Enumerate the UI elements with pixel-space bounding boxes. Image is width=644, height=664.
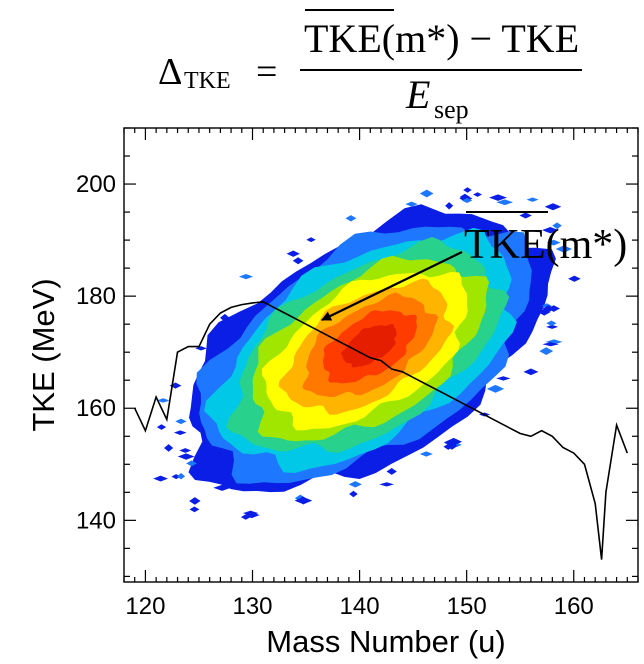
outlier-cell [195,346,207,351]
annotation-label: TKE(m*) [464,222,627,268]
formula-denominator-subscript: sep [434,95,469,124]
outlier-cell [349,490,358,498]
formula-lhs-subscript: TKE [184,68,231,94]
outlier-cell [294,497,313,505]
outlier-cell [345,215,357,222]
outlier-cells [153,187,581,520]
density-contour-level-10 [341,324,397,368]
outlier-cell [539,347,554,356]
outlier-cell [547,305,560,312]
mean-tke-curve [133,300,629,560]
outlier-cell [459,195,473,202]
outlier-cell [189,506,200,513]
outlier-cell [496,376,511,381]
y-tick-label: 140 [76,507,116,534]
outlier-cell [541,303,552,309]
x-axis-title: Mass Number (u) [266,624,505,659]
outlier-cell [306,237,316,243]
formula-denominator-symbol: E [405,72,430,117]
outlier-cell [164,444,174,452]
outlier-cell [546,239,561,246]
outlier-cell [177,453,195,460]
outlier-cell [538,308,551,316]
outlier-cell [386,467,397,475]
outlier-cell [213,484,232,491]
outlier-cell [542,342,559,347]
outlier-cell [238,273,254,280]
outlier-cell [519,212,532,219]
outlier-cell [286,250,300,257]
outlier-cell [240,514,251,520]
y-axis-title: TKE (MeV) [26,278,61,431]
outlier-cell [177,473,186,480]
outlier-cell [156,424,167,430]
outlier-cell [526,197,539,202]
outlier-cell [496,199,514,206]
outlier-cell [445,437,463,446]
outlier-cell [568,275,581,282]
outlier-cell [473,192,482,197]
outlier-cell [452,442,462,447]
outlier-cell [546,324,559,329]
x-tick-label: 160 [554,593,594,620]
x-tick-label: 150 [447,593,487,620]
x-tick-labels: 120 130 140 150 160 [125,593,593,620]
formula-lhs-symbol: Δ [158,51,182,93]
outlier-cell [461,198,473,204]
outlier-cell [189,497,201,505]
outlier-cell [463,187,472,193]
outlier-cell [156,398,170,403]
outlier-cell [179,448,192,453]
outlier-cell [419,451,433,457]
annotation-arrow [321,251,463,321]
y-tick-label: 180 [76,283,116,310]
outlier-cell [175,418,187,425]
y-tick-labels: 140 160 180 200 [76,171,116,534]
outlier-cell [552,222,562,230]
outlier-cell [405,201,418,207]
x-tick-label: 130 [232,593,272,620]
outlier-cell [486,384,505,393]
outlier-cell [292,257,304,265]
outlier-cell [173,430,187,435]
outlier-cell [489,194,507,201]
outlier-cell [523,368,539,376]
outlier-cell [445,202,454,210]
formula-equals: = [256,51,277,93]
formula-numerator: TKE(m*) − TKE [304,16,579,61]
outlier-cell [419,189,434,198]
x-tick-label: 140 [340,593,380,620]
y-tick-label: 200 [76,171,116,198]
outlier-cell [220,313,230,322]
outlier-cell [348,481,362,488]
curve-annotation: TKE(m*) [321,211,627,321]
outlier-cell [153,475,169,482]
outlier-cell [542,226,559,234]
x-tick-label: 120 [125,593,165,620]
y-tick-label: 160 [76,395,116,422]
outlier-cell [555,245,573,253]
axis-ticks [123,127,639,582]
outlier-cell [544,203,562,211]
outlier-cell [546,320,557,327]
outlier-cell [186,460,197,467]
formula: Δ TKE = TKE(m*) − TKE E sep [158,9,582,124]
outlier-cell [379,482,395,487]
